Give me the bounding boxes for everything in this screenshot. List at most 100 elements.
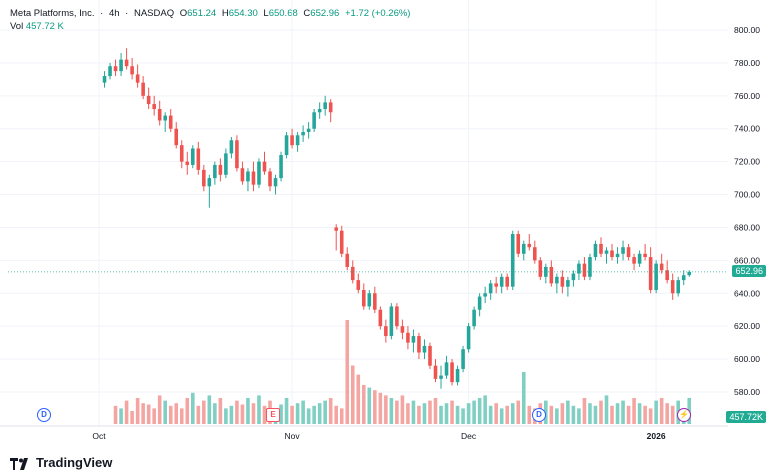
candle-body-65 — [461, 349, 465, 369]
volume-bar-9 — [163, 400, 168, 424]
candle-body-84 — [566, 280, 570, 287]
volume-bar-96 — [643, 405, 647, 424]
volume-bar-16 — [202, 400, 206, 424]
volume-bar-20 — [224, 408, 228, 424]
candle-body-25 — [240, 168, 245, 182]
time-tick-Oct: Oct — [92, 431, 106, 441]
volume-bar-68 — [488, 405, 493, 424]
volume-bar-31 — [284, 398, 289, 424]
price-tick-800: 800.00 — [734, 25, 760, 35]
volume-bar-24 — [246, 398, 250, 424]
candle-body-30 — [268, 171, 272, 187]
volume-bar-36 — [312, 405, 316, 424]
candle-body-104 — [676, 280, 681, 294]
volume-bar-91 — [615, 403, 620, 424]
volume-bar-63 — [461, 408, 465, 424]
volume-bar-39 — [328, 398, 333, 424]
candle-body-53 — [395, 306, 399, 327]
candle-body-90 — [599, 243, 603, 254]
candle-body-0 — [102, 76, 107, 83]
candle-body-15 — [185, 161, 190, 165]
candle-body-26 — [246, 171, 250, 182]
candle-body-95 — [626, 247, 631, 258]
volume-bar-48 — [378, 392, 383, 424]
volume-bar-43 — [350, 365, 355, 424]
volume-bar-101 — [670, 405, 675, 424]
tradingview-logo[interactable]: TradingView — [10, 455, 112, 470]
low-value: 650.68 — [268, 8, 298, 19]
candle-body-64 — [455, 368, 460, 383]
volume-bar-100 — [665, 403, 669, 424]
candle-body-4 — [124, 59, 129, 67]
volume-label[interactable]: Vol — [10, 21, 24, 32]
candle-body-52 — [389, 306, 394, 337]
candle-body-57 — [417, 336, 421, 353]
volume-bar-45 — [361, 385, 366, 424]
earnings-marker[interactable]: E — [266, 408, 280, 422]
close-value: 652.96 — [310, 8, 340, 19]
volume-bar-18 — [213, 403, 217, 424]
volume-bar-70 — [499, 408, 504, 424]
volume-bar-1 — [119, 408, 123, 424]
grid-lines — [0, 0, 728, 426]
volume-bar-62 — [455, 405, 460, 424]
volume-bar-80 — [555, 408, 559, 424]
volume-bar-38 — [323, 400, 327, 424]
candle-body-59 — [428, 345, 432, 366]
volume-bar-72 — [510, 403, 515, 424]
volume-bar-47 — [373, 390, 377, 424]
candle-body-93 — [615, 253, 620, 258]
volume-bar-11 — [174, 403, 179, 424]
exchange-label: NASDAQ — [133, 8, 175, 19]
candle-body-71 — [494, 283, 498, 287]
volume-bar-56 — [422, 403, 427, 424]
volume-bar-54 — [411, 400, 416, 424]
volume-bar-46 — [367, 387, 372, 424]
volume-bar-40 — [334, 405, 339, 424]
volume-bar-15 — [196, 405, 201, 424]
candle-body-34 — [290, 135, 294, 146]
price-axis[interactable]: 580.00 600.00 620.00 640.00 660.00 680.00 700.… — [734, 25, 760, 397]
volume-bar-4 — [135, 398, 140, 424]
candle-body-86 — [577, 263, 581, 274]
volume-bar-27 — [262, 405, 267, 424]
price-tick-760: 760.00 — [734, 91, 760, 101]
volume-bar-12 — [179, 408, 184, 424]
candle-body-21 — [218, 164, 223, 175]
volume-bar-17 — [207, 395, 212, 424]
volume-bar-86 — [588, 403, 592, 424]
volume-bar-53 — [406, 403, 410, 424]
volume-bar-84 — [577, 408, 581, 424]
candle-body-9 — [152, 104, 156, 109]
volume-bar-34 — [301, 400, 305, 424]
interval-label[interactable]: 4h — [108, 8, 120, 19]
candle-body-27 — [251, 171, 256, 185]
split-marker[interactable]: ⚡ — [677, 408, 691, 422]
dividend-marker-2[interactable]: D — [532, 408, 546, 422]
volume-bar-55 — [417, 405, 421, 424]
candle-body-61 — [439, 375, 443, 379]
symbol-name[interactable]: Meta Platforms, Inc. — [10, 8, 95, 19]
candle-body-7 — [141, 82, 145, 96]
open-value: 651.24 — [187, 8, 217, 19]
candle-body-106 — [687, 271, 692, 276]
volume-bar-57 — [428, 400, 432, 424]
price-tick-780: 780.00 — [734, 58, 760, 68]
candle-body-56 — [411, 336, 416, 343]
volume-bar-98 — [654, 400, 658, 424]
dividend-marker[interactable]: D — [37, 408, 51, 422]
volume-bar-51 — [395, 400, 399, 424]
time-axis[interactable]: Oct Nov Dec 2026 — [92, 431, 665, 441]
candle-body-45 — [350, 266, 355, 281]
candle-body-42 — [334, 227, 339, 231]
candle-body-5 — [130, 66, 134, 75]
candle-body-81 — [549, 266, 554, 284]
candle-body-60 — [433, 365, 438, 379]
candle-body-78 — [532, 247, 537, 261]
chart-header: Meta Platforms, Inc. · 4h · NASDAQ O651.… — [10, 8, 411, 19]
candle-body-75 — [516, 234, 521, 254]
volume-bar-8 — [157, 395, 162, 424]
candle-body-36 — [301, 132, 305, 136]
candle-body-101 — [659, 263, 664, 271]
